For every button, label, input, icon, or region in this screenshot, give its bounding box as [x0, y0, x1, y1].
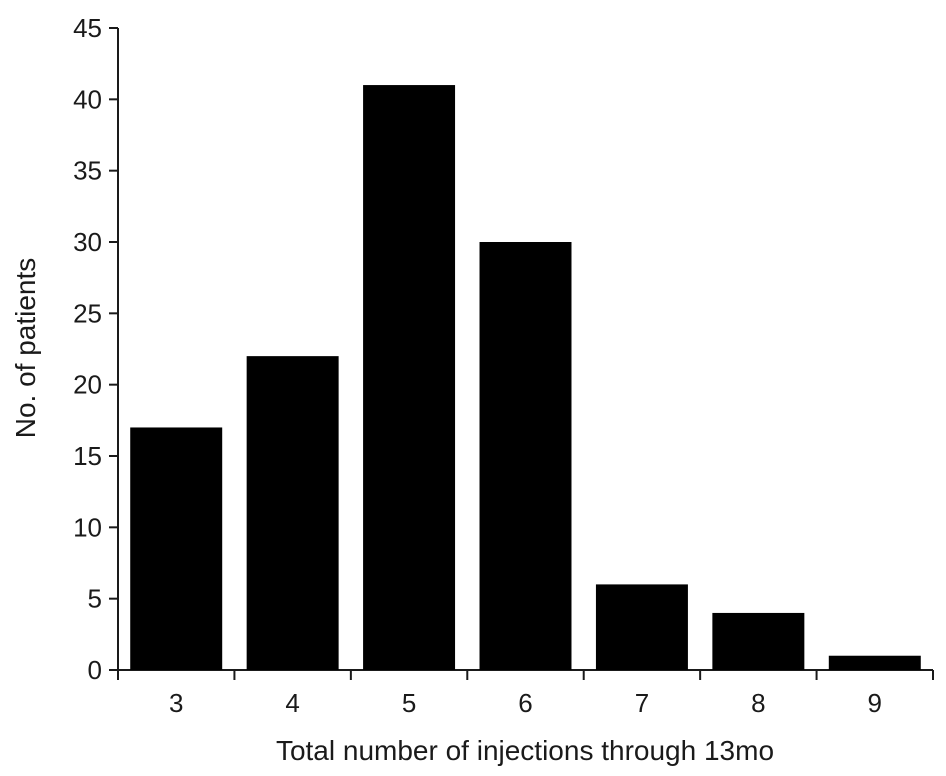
x-tick-label: 9 — [868, 688, 882, 718]
y-tick-label: 10 — [73, 512, 102, 542]
y-tick-label: 15 — [73, 441, 102, 471]
x-tick-label: 7 — [635, 688, 649, 718]
y-tick-label: 5 — [88, 584, 102, 614]
x-tick-label: 3 — [169, 688, 183, 718]
y-tick-label: 20 — [73, 370, 102, 400]
y-tick-label: 0 — [88, 655, 102, 685]
x-axis: 3 4 5 6 7 8 9 — [117, 669, 934, 718]
y-tick-label: 40 — [73, 84, 102, 114]
bar-3 — [130, 427, 223, 670]
bar-8 — [712, 612, 805, 670]
bars — [130, 85, 921, 671]
y-tick-label: 30 — [73, 227, 102, 257]
y-tick-label: 35 — [73, 156, 102, 186]
y-axis-title: No. of patients — [10, 258, 41, 439]
x-tick-label: 8 — [751, 688, 765, 718]
bar-5 — [363, 85, 456, 671]
bar-4 — [246, 356, 339, 670]
x-tick-label: 6 — [518, 688, 532, 718]
x-axis-title: Total number of injections through 13mo — [276, 735, 774, 766]
y-tick-label: 25 — [73, 298, 102, 328]
bar-6 — [479, 242, 572, 670]
bar-7 — [595, 584, 688, 670]
y-tick-label: 45 — [73, 13, 102, 43]
x-tick-label: 5 — [402, 688, 416, 718]
y-axis: 0 5 10 15 20 25 30 35 40 45 — [73, 13, 119, 685]
bar-9 — [828, 655, 921, 670]
x-tick-label: 4 — [285, 688, 299, 718]
